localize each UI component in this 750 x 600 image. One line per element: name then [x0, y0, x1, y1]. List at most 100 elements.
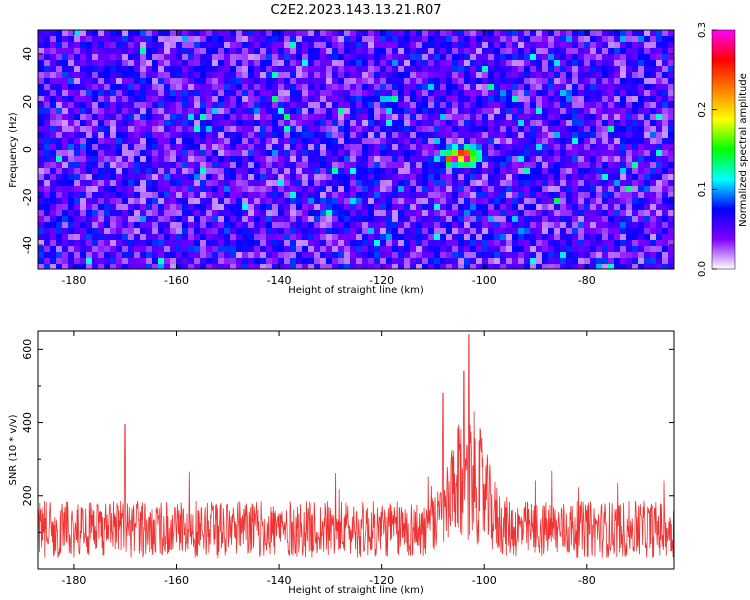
- heatmap-cell: [512, 168, 519, 175]
- heatmap-cell: [380, 108, 387, 115]
- heatmap-cell: [290, 264, 297, 269]
- heatmap-cell: [656, 168, 663, 175]
- heatmap-cell: [494, 132, 501, 139]
- heatmap-cell: [212, 36, 219, 43]
- heatmap-cell: [362, 90, 369, 97]
- heatmap-cell: [362, 30, 369, 37]
- heatmap-cell: [650, 36, 657, 43]
- heatmap-cell: [338, 228, 345, 235]
- heatmap-cell: [158, 126, 165, 133]
- heatmap-cell: [242, 54, 249, 61]
- heatmap-cell: [308, 90, 315, 97]
- heatmap-cell: [128, 126, 135, 133]
- heatmap-cell: [404, 234, 411, 241]
- heatmap-cell: [404, 222, 411, 229]
- heatmap-cell: [164, 54, 171, 61]
- heatmap-cell: [656, 72, 663, 79]
- heatmap-cell: [110, 36, 117, 43]
- heatmap-cell: [632, 186, 639, 193]
- heatmap-cell: [644, 108, 651, 115]
- heatmap-cell: [554, 228, 561, 235]
- heatmap-cell: [296, 264, 303, 269]
- heatmap-cell: [542, 36, 549, 43]
- heatmap-cell: [134, 30, 141, 37]
- heatmap-cell: [404, 144, 411, 151]
- heatmap-cell: [254, 36, 261, 43]
- heatmap-cell: [458, 252, 465, 259]
- heatmap-cell: [428, 90, 435, 97]
- heatmap-cell: [620, 222, 627, 229]
- heatmap-cell: [374, 174, 381, 181]
- heatmap-cell: [74, 72, 81, 79]
- heatmap-cell: [428, 42, 435, 49]
- heatmap-cell: [260, 108, 267, 115]
- heatmap-cell: [260, 96, 267, 103]
- heatmap-cell: [224, 186, 231, 193]
- heatmap-cell: [416, 210, 423, 217]
- heatmap-cell: [590, 78, 597, 85]
- heatmap-cell: [176, 36, 183, 43]
- heatmap-cell: [320, 48, 327, 55]
- heatmap-cell: [542, 162, 549, 169]
- heatmap-cell: [50, 66, 57, 73]
- heatmap-cell: [116, 246, 123, 253]
- heatmap-cell: [290, 120, 297, 127]
- heatmap-cell: [662, 138, 669, 145]
- heatmap-cell: [416, 234, 423, 241]
- heatmap-cell: [422, 108, 429, 115]
- heatmap-cell: [554, 144, 561, 151]
- heatmap-cell: [242, 42, 249, 49]
- heatmap-cell: [584, 192, 591, 199]
- heatmap-cell: [272, 258, 279, 265]
- heatmap-cell: [338, 156, 345, 163]
- heatmap-cell: [572, 54, 579, 61]
- heatmap-cell: [128, 84, 135, 91]
- heatmap-cell: [164, 216, 171, 223]
- heatmap-cell: [284, 192, 291, 199]
- heatmap-cell: [116, 42, 123, 49]
- heatmap-cell: [338, 168, 345, 175]
- heatmap-cell: [548, 258, 555, 265]
- heatmap-cell: [212, 30, 219, 37]
- heatmap-cell: [188, 126, 195, 133]
- heatmap-cell: [470, 78, 477, 85]
- heatmap-cell: [176, 102, 183, 109]
- heatmap-cell: [278, 102, 285, 109]
- heatmap-cell: [68, 60, 75, 67]
- heatmap-cell: [62, 234, 69, 241]
- heatmap-cell: [362, 60, 369, 67]
- heatmap-cell: [176, 150, 183, 157]
- heatmap-cell: [488, 234, 495, 241]
- heatmap-cell: [164, 222, 171, 229]
- heatmap-cell: [356, 126, 363, 133]
- heatmap-cell: [200, 186, 207, 193]
- heatmap-cell: [248, 36, 255, 43]
- heatmap-cell: [560, 108, 567, 115]
- heatmap-cell: [356, 114, 363, 121]
- heatmap-cell: [122, 222, 129, 229]
- heatmap-cell: [134, 90, 141, 97]
- heatmap-cell: [626, 96, 633, 103]
- heatmap-cell: [380, 42, 387, 49]
- heatmap-cell: [308, 138, 315, 145]
- heatmap-cell: [140, 126, 147, 133]
- heatmap-cell: [260, 90, 267, 97]
- heatmap-cell: [314, 30, 321, 37]
- heatmap-cell: [536, 90, 543, 97]
- heatmap-cell: [428, 180, 435, 187]
- heatmap-cell: [608, 48, 615, 55]
- heatmap-cell: [494, 204, 501, 211]
- heatmap-cell: [464, 174, 471, 181]
- heatmap-cell: [56, 240, 63, 247]
- heatmap-cell: [338, 180, 345, 187]
- heatmap-cell: [458, 90, 465, 97]
- heatmap-cell: [140, 180, 147, 187]
- heatmap-cell: [62, 60, 69, 67]
- heatmap-cell: [98, 228, 105, 235]
- heatmap-cell: [638, 138, 645, 145]
- heatmap-cell: [176, 186, 183, 193]
- heatmap-cell: [152, 66, 159, 73]
- heatmap-cell: [50, 186, 57, 193]
- heatmap-cell: [578, 42, 585, 49]
